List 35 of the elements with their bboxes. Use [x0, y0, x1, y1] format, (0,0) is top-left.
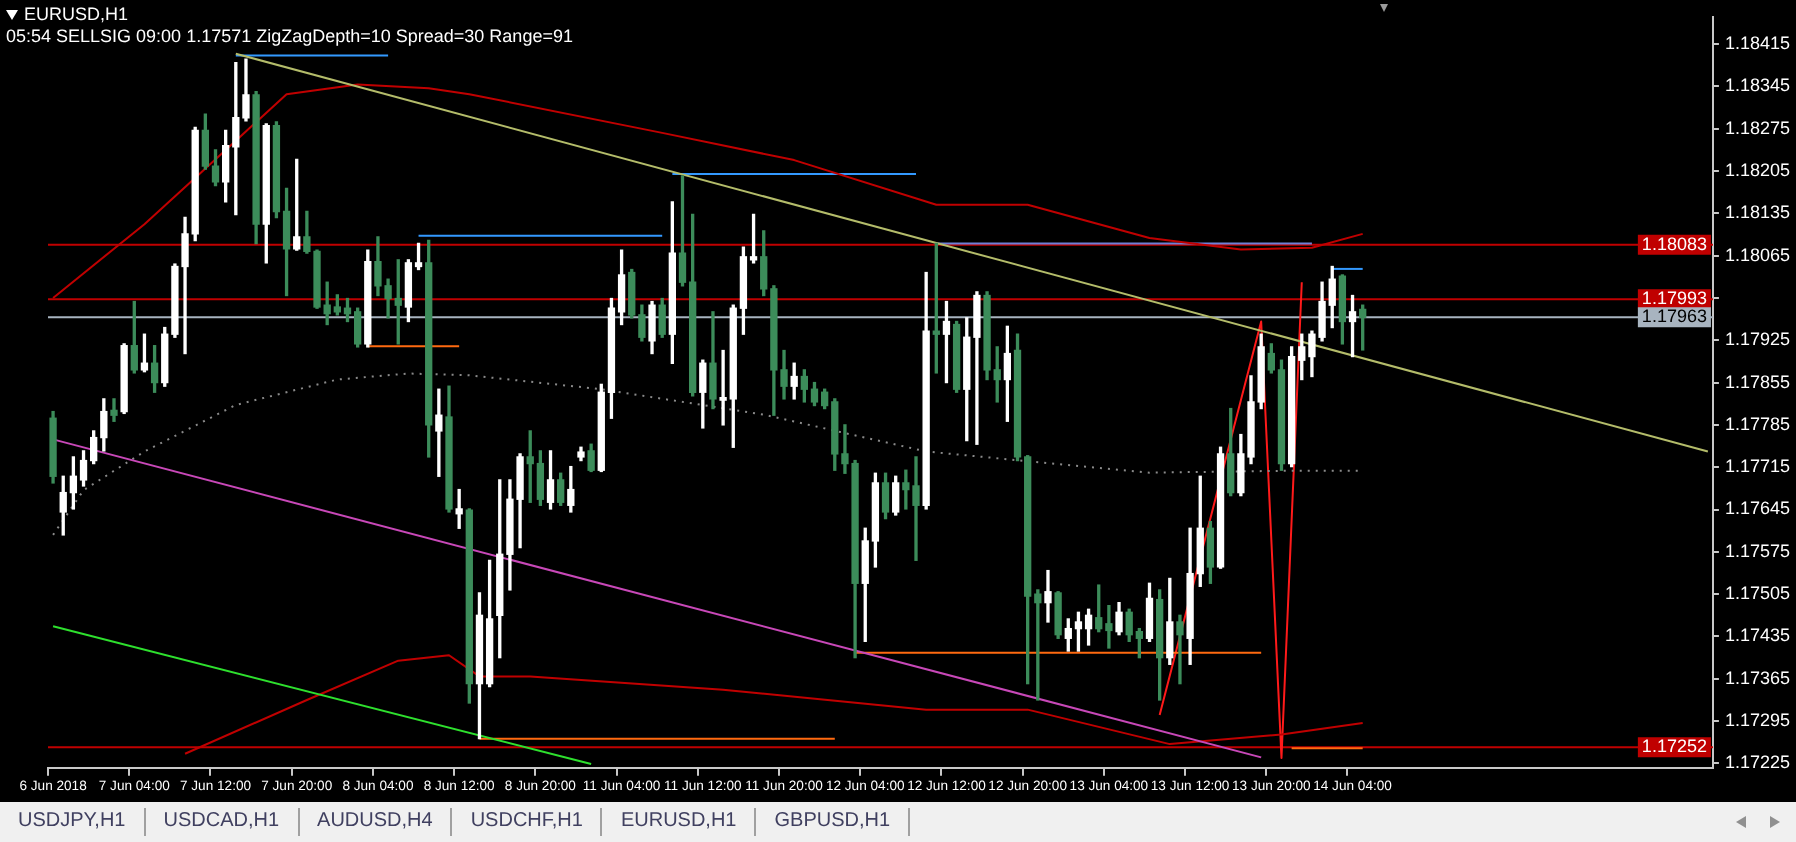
candlestick [435, 388, 443, 477]
y-tick-label: 1.18415 [1724, 32, 1791, 53]
y-tick-label: 1.17295 [1724, 710, 1791, 731]
text: EURUSD,H1 [602, 808, 757, 836]
text: GBPUSD,H1 [756, 808, 911, 836]
text: AUDUSD,H4 [299, 808, 453, 836]
y-tick-label: 1.18345 [1724, 75, 1791, 96]
ref-line-label: 1.17993 [1641, 288, 1707, 309]
y-tick-label: 1.18065 [1724, 244, 1791, 265]
candlestick [110, 398, 118, 422]
y-tick-label: 1.17645 [1724, 498, 1791, 519]
ref-line-label: 1.17252 [1641, 736, 1707, 757]
y-tick-label: 1.17575 [1724, 540, 1791, 561]
candlestick [455, 488, 463, 529]
candlestick [1044, 569, 1052, 623]
candlestick [1176, 614, 1184, 685]
line-series [52, 372, 1364, 536]
y-tick-label: 1.18135 [1724, 202, 1791, 223]
y-tick-label: 1.18275 [1724, 117, 1791, 138]
text: 05:54 SELLSIG 09:00 1.17571 ZigZagDepth=10 Spread=30 Range=91 [6, 26, 573, 46]
chart-title: EURUSD,H1 [24, 4, 129, 24]
ref-line-label: 1.18083 [1641, 233, 1707, 254]
y-tick-label: 1.17925 [1724, 329, 1791, 350]
y-tick-label: 1.18205 [1724, 159, 1791, 180]
y-tick-label: 1.17785 [1724, 413, 1791, 434]
ref-line-label: 1.17963 [1641, 306, 1707, 327]
text: USDCAD,H1 [145, 808, 300, 836]
text: USDCHF,H1 [452, 808, 603, 836]
y-tick-label: 1.17715 [1724, 456, 1791, 477]
y-tick-label: 1.17225 [1724, 752, 1791, 773]
y-tick-label: 1.17855 [1724, 371, 1791, 392]
text: USDJPY,H1 [0, 808, 146, 836]
y-tick-label: 1.17435 [1724, 625, 1791, 646]
y-tick-label: 1.17365 [1724, 667, 1791, 688]
y-tick-label: 1.17505 [1724, 583, 1791, 604]
